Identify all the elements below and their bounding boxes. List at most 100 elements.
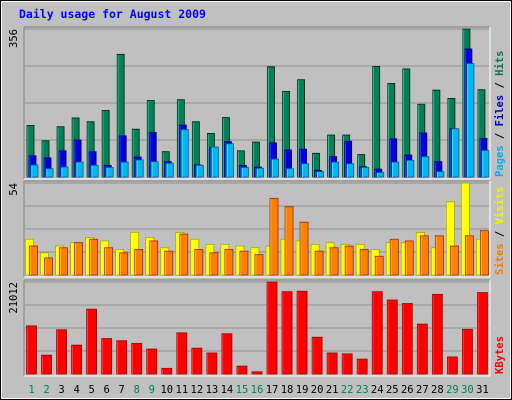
series-pages — [30, 63, 490, 178]
bar-pages-day-15 — [241, 167, 249, 178]
bar-sites-day-17 — [269, 197, 279, 276]
bar-pages-day-18 — [286, 168, 294, 178]
bar-kbytes-day-19 — [296, 290, 308, 375]
chart-title: Daily usage for August 2009 — [19, 7, 206, 21]
bar-kbytes-day-13 — [206, 352, 218, 375]
x-tick-label-day-22: 22 — [341, 384, 354, 396]
bar-pages-day-1 — [30, 164, 39, 178]
bar-sites-day-7 — [119, 252, 129, 276]
bar-sites-day-12 — [194, 249, 204, 276]
bar-sites-day-26 — [404, 240, 414, 276]
x-tick-label-day-2: 2 — [43, 384, 49, 396]
bar-pages-day-7 — [120, 161, 129, 178]
bar-kbytes-day-1 — [26, 325, 37, 375]
bar-kbytes-day-30 — [462, 328, 473, 375]
x-tick-label-day-5: 5 — [88, 384, 94, 396]
x-tick-label-day-31: 31 — [476, 384, 489, 396]
bar-kbytes-day-17 — [266, 281, 278, 375]
bar-pages-day-28 — [436, 171, 445, 178]
bar-pages-day-31 — [481, 149, 490, 178]
bar-sites-day-30 — [465, 235, 474, 276]
bar-sites-day-31 — [480, 230, 489, 276]
bar-kbytes-day-3 — [56, 329, 67, 375]
bar-sites-day-18 — [284, 206, 294, 276]
legend: Sites / Visits — [494, 186, 506, 275]
bar-pages-day-9 — [150, 161, 159, 178]
bar-kbytes-day-8 — [131, 342, 143, 375]
x-tick-label-day-13: 13 — [206, 384, 219, 396]
bar-kbytes-day-20 — [311, 336, 323, 375]
x-tick-label-day-10: 10 — [160, 384, 173, 396]
x-tick-label-day-12: 12 — [191, 384, 204, 396]
x-tick-label-day-14: 14 — [221, 384, 234, 396]
bar-kbytes-day-11 — [176, 332, 188, 375]
x-tick-label-day-1: 1 — [28, 384, 34, 396]
bar-kbytes-day-15 — [236, 365, 248, 375]
x-tick-label-day-24: 24 — [371, 384, 384, 396]
y-max-label: 54 — [8, 183, 20, 196]
bar-kbytes-day-25 — [386, 299, 398, 375]
bar-pages-day-10 — [165, 162, 174, 178]
bar-pages-day-4 — [75, 161, 84, 178]
bar-pages-day-26 — [406, 159, 415, 178]
bar-pages-day-22 — [346, 163, 355, 178]
bar-sites-day-29 — [450, 245, 459, 276]
bar-kbytes-day-12 — [191, 347, 203, 375]
bar-kbytes-day-21 — [326, 352, 338, 375]
bar-pages-day-25 — [391, 161, 400, 178]
bar-pages-day-17 — [271, 158, 279, 178]
bar-sites-day-13 — [209, 252, 219, 276]
bar-kbytes-day-5 — [86, 308, 98, 375]
x-tick-label-day-18: 18 — [281, 384, 294, 396]
bar-kbytes-day-10 — [161, 367, 173, 375]
bar-sites-day-5 — [89, 238, 99, 276]
x-tick-label-day-29: 29 — [446, 384, 459, 396]
bar-sites-day-24 — [374, 255, 384, 276]
legend-visits: Visits — [494, 186, 506, 224]
panel-traffic: 356 Pages / Files / Hits — [8, 26, 506, 180]
panel-kbytes: 21012 KBytes — [8, 279, 506, 377]
bar-sites-day-3 — [59, 247, 68, 276]
bar-pages-day-16 — [256, 167, 264, 178]
x-tick-label-day-17: 17 — [266, 384, 279, 396]
bar-sites-day-25 — [389, 238, 399, 276]
legend-separator: / — [494, 126, 506, 145]
x-axis-labels: 1 2 3 4 5 6 7 8 9 10 11 12 13 14 15 16 17 18 19 20 21 22 23 24 2… — [28, 384, 488, 396]
x-tick-label-day-26: 26 — [401, 384, 414, 396]
x-tick-label-day-8: 8 — [134, 384, 140, 396]
bar-pages-day-21 — [331, 161, 340, 178]
x-tick-label-day-27: 27 — [416, 384, 429, 396]
bar-pages-day-3 — [60, 166, 69, 178]
x-tick-label-day-3: 3 — [58, 384, 64, 396]
x-tick-label-day-16: 16 — [251, 384, 264, 396]
bar-pages-day-29 — [451, 128, 460, 178]
bar-pages-day-30 — [466, 63, 475, 178]
x-tick-label-day-21: 21 — [326, 384, 339, 396]
y-max-label: 21012 — [8, 282, 20, 314]
bar-sites-day-2 — [44, 257, 53, 276]
bar-pages-day-24 — [376, 172, 385, 178]
x-tick-label-day-20: 20 — [311, 384, 324, 396]
series-kbytes — [26, 281, 488, 375]
bar-sites-day-15 — [239, 250, 249, 276]
bar-pages-day-5 — [90, 164, 99, 178]
bar-pages-day-14 — [226, 143, 234, 178]
bar-sites-day-9 — [149, 240, 159, 276]
bar-pages-day-2 — [45, 168, 54, 178]
x-tick-label-day-15: 15 — [236, 384, 249, 396]
chart-panels: 356 Pages / Files / Hits 54 Sites / Visits 2… — [8, 26, 506, 377]
x-tick-label-day-25: 25 — [386, 384, 399, 396]
bar-sites-day-4 — [74, 242, 83, 276]
x-tick-label-day-28: 28 — [431, 384, 444, 396]
bar-pages-day-27 — [421, 156, 430, 178]
legend-sites: Sites — [494, 243, 506, 275]
x-tick-label-day-7: 7 — [119, 384, 125, 396]
bar-sites-day-27 — [419, 235, 429, 276]
bar-sites-day-20 — [314, 250, 324, 276]
bar-pages-day-13 — [210, 146, 219, 178]
bar-sites-day-28 — [434, 235, 444, 276]
x-tick-label-day-9: 9 — [149, 384, 155, 396]
bar-sites-day-14 — [224, 249, 234, 276]
bar-kbytes-day-23 — [356, 358, 368, 375]
